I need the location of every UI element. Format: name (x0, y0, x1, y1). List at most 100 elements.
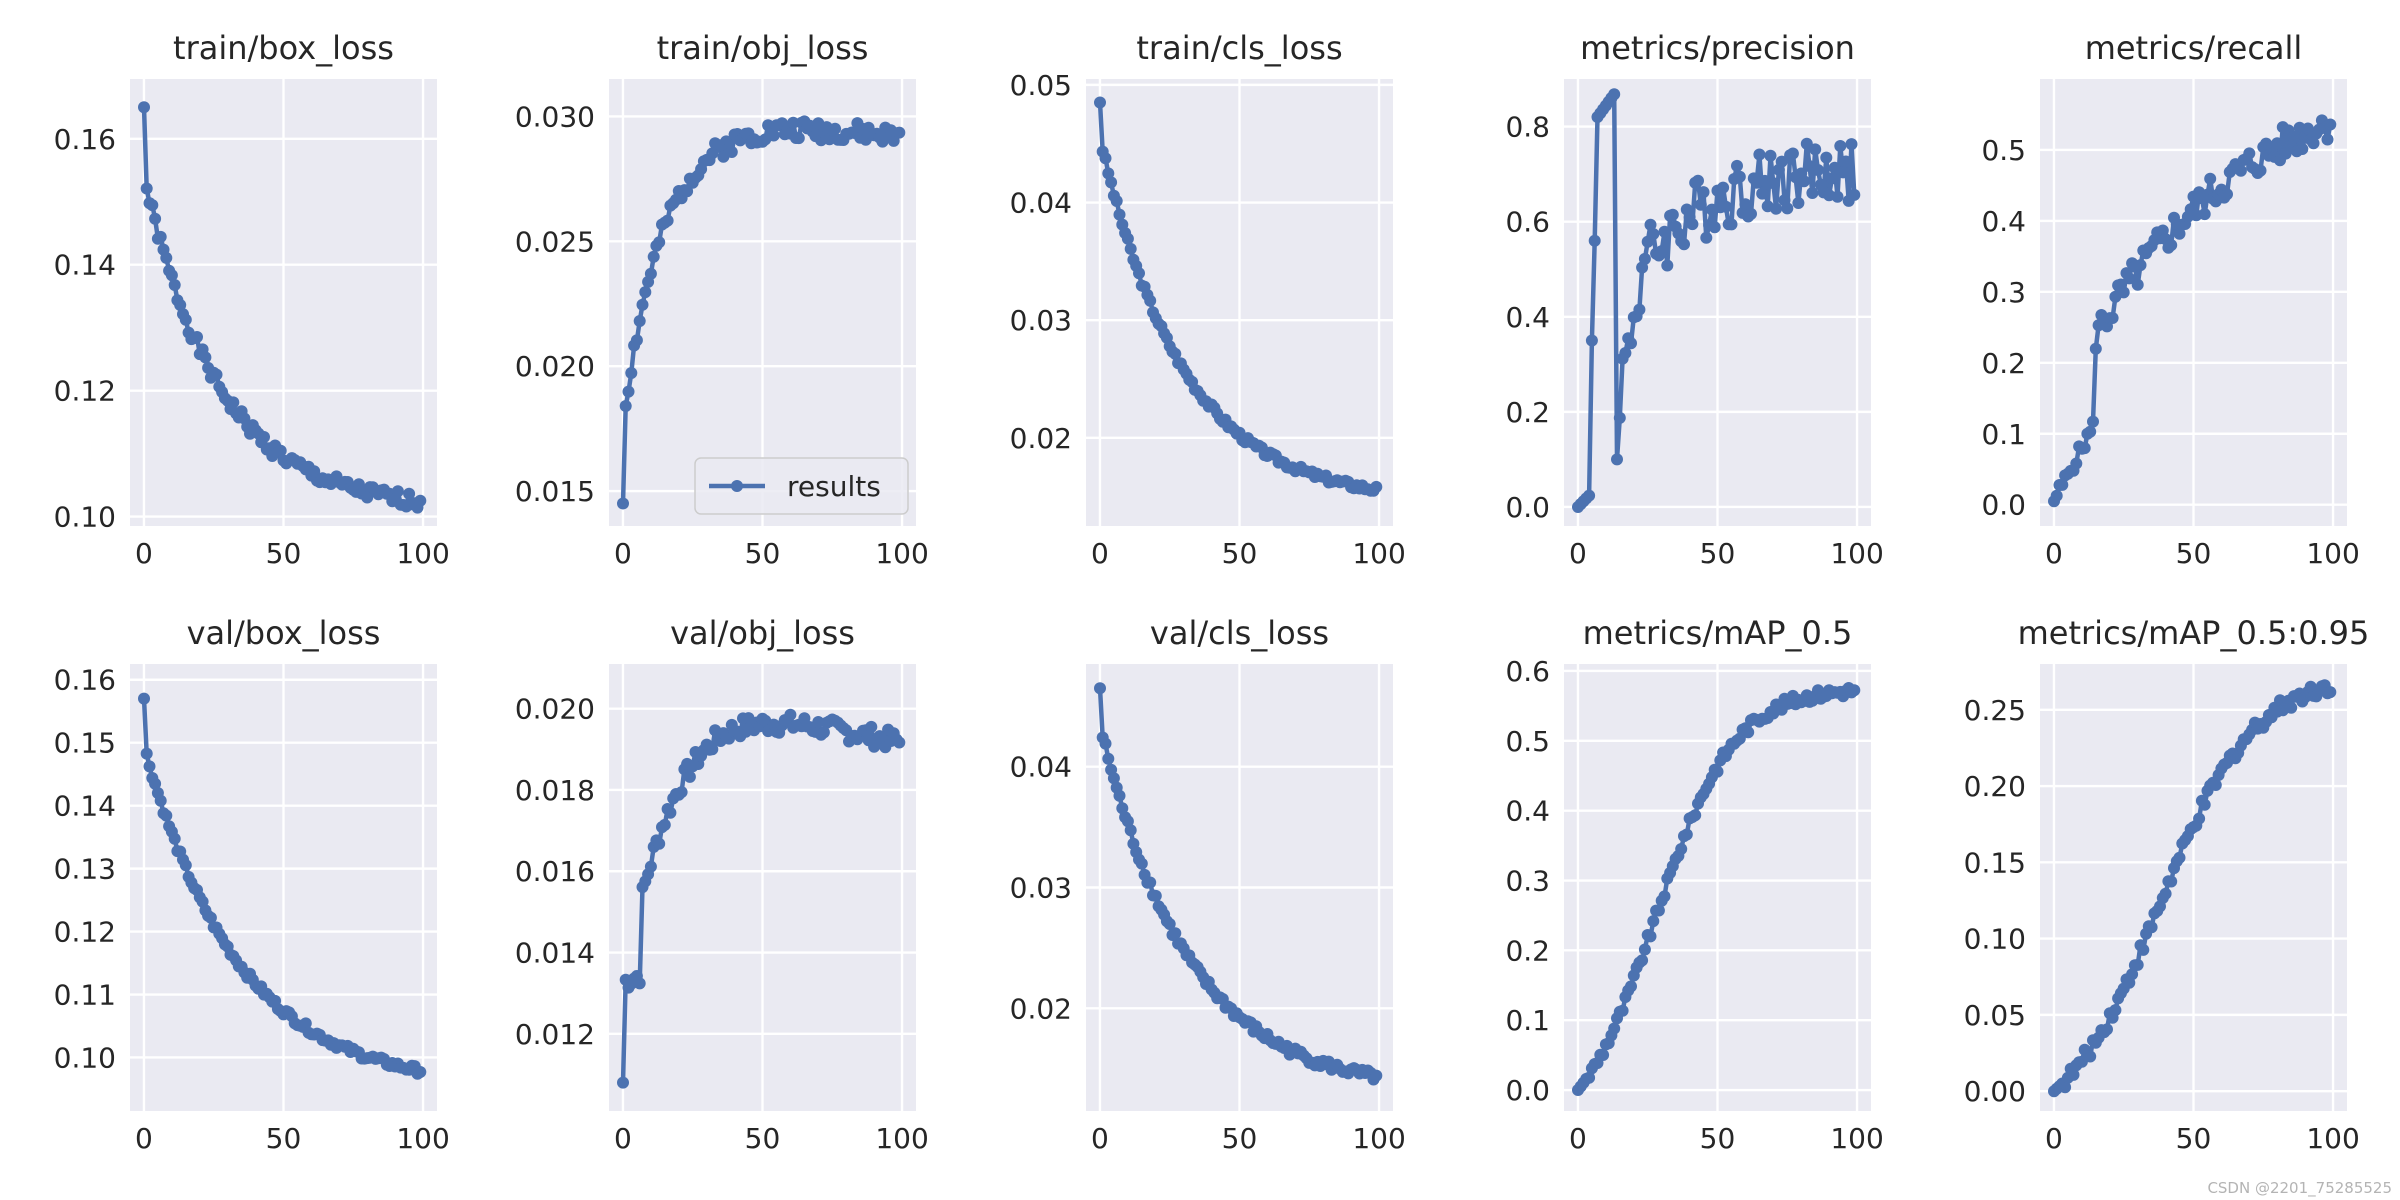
y-tick-label: 0.020 (515, 350, 595, 383)
data-point (1588, 234, 1601, 247)
data-point (1638, 252, 1651, 265)
data-point (2159, 887, 2172, 900)
data-point (661, 214, 674, 227)
data-point (1717, 181, 1730, 194)
y-tick-label: 0.020 (515, 693, 595, 726)
data-point (1608, 1022, 1621, 1035)
data-point (1792, 197, 1805, 209)
x-tick-label: 0 (2045, 1122, 2063, 1155)
data-point (1719, 200, 1732, 213)
y-tick-label: 0.4 (1505, 795, 1550, 828)
data-point (1124, 242, 1137, 255)
data-point (1144, 876, 1157, 889)
data-point (2288, 130, 2300, 143)
data-point (706, 743, 719, 756)
data-point (140, 182, 153, 195)
data-point (168, 832, 181, 845)
x-tick-label: 50 (1700, 537, 1736, 570)
x-tick-label: 100 (396, 537, 449, 570)
subplot-3: 0 50 100 0.0 0.2 0.4 0.6 0.8 metrics/precision (1505, 29, 1883, 570)
data-point (179, 313, 192, 326)
data-point (1113, 208, 1126, 221)
data-point (199, 351, 212, 364)
data-point (1686, 218, 1699, 231)
data-point (1767, 177, 1780, 190)
data-point (1113, 789, 1126, 802)
data-point (1675, 843, 1688, 855)
y-tick-label: 0.04 (1010, 751, 1072, 784)
data-point (149, 777, 162, 790)
subplot-title: metrics/mAP_0.5:0.95 (2018, 614, 2370, 652)
data-point (644, 860, 657, 873)
data-point (1644, 930, 1657, 943)
data-point (681, 185, 694, 198)
y-tick-label: 0.0 (1981, 489, 2026, 522)
data-point (633, 315, 646, 327)
data-point (149, 212, 162, 225)
data-point (1786, 147, 1799, 160)
x-tick-label: 100 (2306, 537, 2359, 570)
data-point (2285, 701, 2298, 714)
data-point (617, 497, 629, 510)
data-point (2059, 1081, 2072, 1094)
y-tick-label: 0.018 (515, 774, 595, 807)
data-point (1124, 824, 1137, 837)
data-point (1633, 303, 1646, 316)
data-point (1105, 176, 1118, 189)
x-tick-label: 0 (1091, 1122, 1109, 1155)
data-point (1666, 208, 1679, 221)
x-tick-label: 100 (1352, 1122, 1405, 1155)
data-point (1370, 480, 1383, 493)
data-point (1770, 202, 1783, 215)
x-tick-label: 50 (1700, 1122, 1736, 1155)
y-tick-label: 0.03 (1010, 304, 1072, 337)
data-point (2234, 164, 2247, 177)
data-point (2087, 415, 2099, 428)
data-point (1647, 228, 1660, 240)
data-point (2173, 227, 2186, 240)
data-point (1845, 138, 1858, 151)
data-point (2165, 875, 2178, 888)
data-point (1102, 167, 1115, 180)
y-tick-label: 0.16 (54, 123, 116, 156)
data-point (2070, 457, 2083, 470)
x-tick-label: 0 (135, 537, 153, 570)
data-point (817, 726, 830, 739)
y-tick-label: 0.00 (1964, 1075, 2026, 1108)
data-point (361, 491, 374, 504)
data-point (784, 708, 797, 721)
data-point (1094, 682, 1106, 695)
data-point (258, 431, 270, 443)
x-tick-label: 50 (1222, 537, 1258, 570)
data-point (1638, 943, 1651, 956)
data-point (1583, 1071, 1596, 1084)
data-point (683, 770, 696, 783)
data-point (2050, 489, 2063, 502)
data-point (1597, 1049, 1610, 1061)
data-point (1764, 149, 1777, 162)
data-point (2324, 118, 2337, 131)
subplot-title: metrics/precision (1580, 29, 1855, 67)
data-point (1169, 927, 1182, 940)
data-point (1694, 198, 1707, 211)
x-tick-label: 50 (745, 1122, 781, 1155)
data-point (1619, 347, 1632, 359)
data-point (1644, 218, 1657, 231)
x-tick-label: 100 (1830, 537, 1883, 570)
data-point (1133, 267, 1145, 280)
data-point (154, 794, 167, 807)
data-point (1806, 187, 1819, 199)
data-point (1611, 453, 1623, 466)
data-point (2078, 442, 2091, 455)
data-point (2084, 1050, 2097, 1063)
data-point (1647, 915, 1660, 928)
data-point (1809, 143, 1822, 156)
data-point (664, 806, 677, 819)
data-point (1107, 772, 1120, 785)
data-point (1099, 737, 1112, 750)
x-tick-label: 100 (1830, 1122, 1883, 1155)
x-tick-label: 100 (875, 537, 928, 570)
x-tick-label: 100 (1352, 537, 1405, 570)
y-tick-label: 0.05 (1010, 69, 1072, 102)
data-point (2109, 1004, 2122, 1017)
